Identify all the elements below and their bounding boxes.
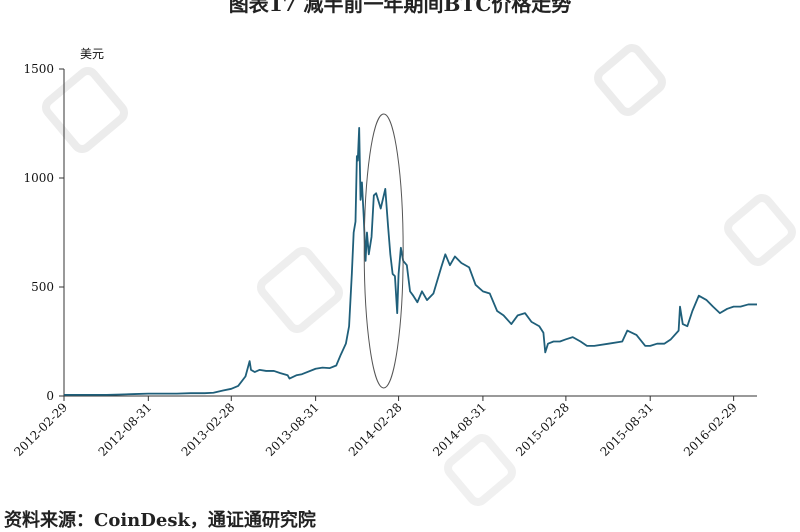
page-title: 图表17 减半前一年期间BTC价格走势 — [228, 0, 572, 16]
axes — [63, 69, 757, 397]
y-unit-label: 美元 — [80, 47, 104, 61]
highlight-ellipse — [363, 113, 404, 389]
x-tick-label: 2014-02-28 — [346, 400, 405, 459]
source-note: 资料来源：CoinDesk，通证通研究院 — [4, 510, 316, 531]
x-tick-label: 2015-02-28 — [513, 400, 572, 459]
y-ticks: 0 500 1000 1500 — [23, 62, 64, 403]
x-tick-label: 2013-02-28 — [179, 400, 238, 459]
y-tick-label: 0 — [46, 389, 54, 403]
x-tick-label: 2015-08-31 — [598, 400, 657, 459]
x-tick-label: 2016-02-29 — [681, 400, 740, 459]
y-tick-label: 1500 — [23, 62, 54, 76]
y-tick-label: 500 — [31, 280, 54, 294]
watermark — [42, 44, 796, 506]
x-tick-label: 2013-08-31 — [263, 400, 322, 459]
x-tick-label: 2012-02-29 — [11, 400, 70, 459]
y-tick-label: 1000 — [23, 171, 54, 185]
btc-price-series — [64, 126, 757, 396]
x-ticks: 2012-02-29 2012-08-31 2013-02-28 2013-08-31… — [11, 396, 740, 459]
x-tick-label: 2012-08-31 — [96, 400, 155, 459]
